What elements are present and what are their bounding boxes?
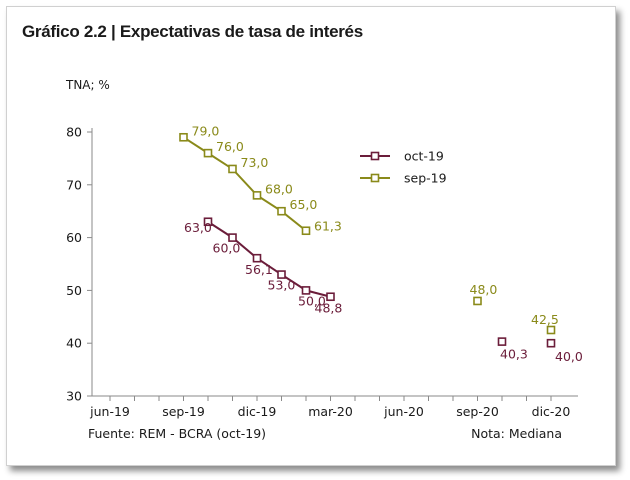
data-point <box>546 338 556 348</box>
data-point <box>179 132 188 142</box>
right-note: Nota: Mediana <box>471 426 562 441</box>
data-label: 61,3 <box>314 219 342 234</box>
y-tick-label: 40 <box>66 336 82 351</box>
data-point <box>228 233 237 242</box>
x-tick-label: dic-19 <box>238 404 277 419</box>
data-label: 48,0 <box>470 282 498 297</box>
y-tick-label: 30 <box>66 389 82 404</box>
series-layer: 63,060,0 56,153,050,048,8 40,3 40,0 79,076,0… <box>179 123 583 364</box>
data-label: 40,0 <box>555 349 583 364</box>
data-point <box>203 148 213 158</box>
x-tick-label: mar-20 <box>308 404 353 419</box>
data-point <box>277 270 286 279</box>
series-oct-19: 63,060,0 56,153,050,048,8 40,3 40,0 <box>184 217 583 364</box>
data-point <box>252 191 262 200</box>
data-label: 53,0 <box>268 278 296 293</box>
y-axis-label: TNA; % <box>65 78 110 92</box>
data-point <box>301 286 311 295</box>
legend-label: sep-19 <box>404 171 447 186</box>
legend-label: oct-19 <box>404 149 444 164</box>
data-point <box>203 217 213 227</box>
series-sep-19: 79,076,073,0 68,065,0 61,3 48,0 42,5 <box>179 123 559 335</box>
source-note: Fuente: REM - BCRA (oct-19) <box>88 426 266 441</box>
data-point <box>326 292 335 302</box>
data-label: 76,0 <box>216 139 244 154</box>
legend: oct-19 sep-19 <box>360 149 447 186</box>
data-label: 40,3 <box>500 347 528 362</box>
data-label: 42,5 <box>531 312 559 327</box>
data-label: 68,0 <box>265 181 293 196</box>
axes: 30 40 50 60 70 80 jun-19 sep-19 dic-19 mar-20 jun-… <box>66 125 578 419</box>
y-tick-label: 70 <box>66 177 82 192</box>
legend-swatch-marker <box>370 151 380 161</box>
y-tick-label: 80 <box>66 125 82 140</box>
chart-frame <box>6 6 616 466</box>
data-label: 79,0 <box>192 123 220 138</box>
y-tick-label: 60 <box>66 230 82 245</box>
x-tick-label: sep-20 <box>456 404 499 419</box>
data-label: 60,0 <box>213 241 241 256</box>
x-tick-label: sep-19 <box>162 404 205 419</box>
legend-swatch-marker <box>370 173 380 183</box>
data-label: 50,0 <box>298 293 326 308</box>
data-point <box>473 296 482 306</box>
chart-title: Gráfico 2.2 | Expectativas de tasa de in… <box>22 22 363 41</box>
data-point <box>252 253 262 263</box>
data-label: 65,0 <box>290 197 318 212</box>
x-tick-label: jun-19 <box>89 404 130 419</box>
data-point <box>277 206 286 216</box>
data-label: 73,0 <box>241 155 269 170</box>
data-point <box>228 164 237 174</box>
data-label: 56,1 <box>245 262 273 277</box>
data-label: 63,0 <box>184 220 212 235</box>
x-tick-label: jun-20 <box>383 404 424 419</box>
y-tick-label: 50 <box>66 283 82 298</box>
data-label: 48,8 <box>315 301 343 316</box>
data-point <box>546 325 556 335</box>
data-point <box>301 226 311 236</box>
x-tick-label: dic-20 <box>532 404 571 419</box>
data-point <box>497 337 507 346</box>
